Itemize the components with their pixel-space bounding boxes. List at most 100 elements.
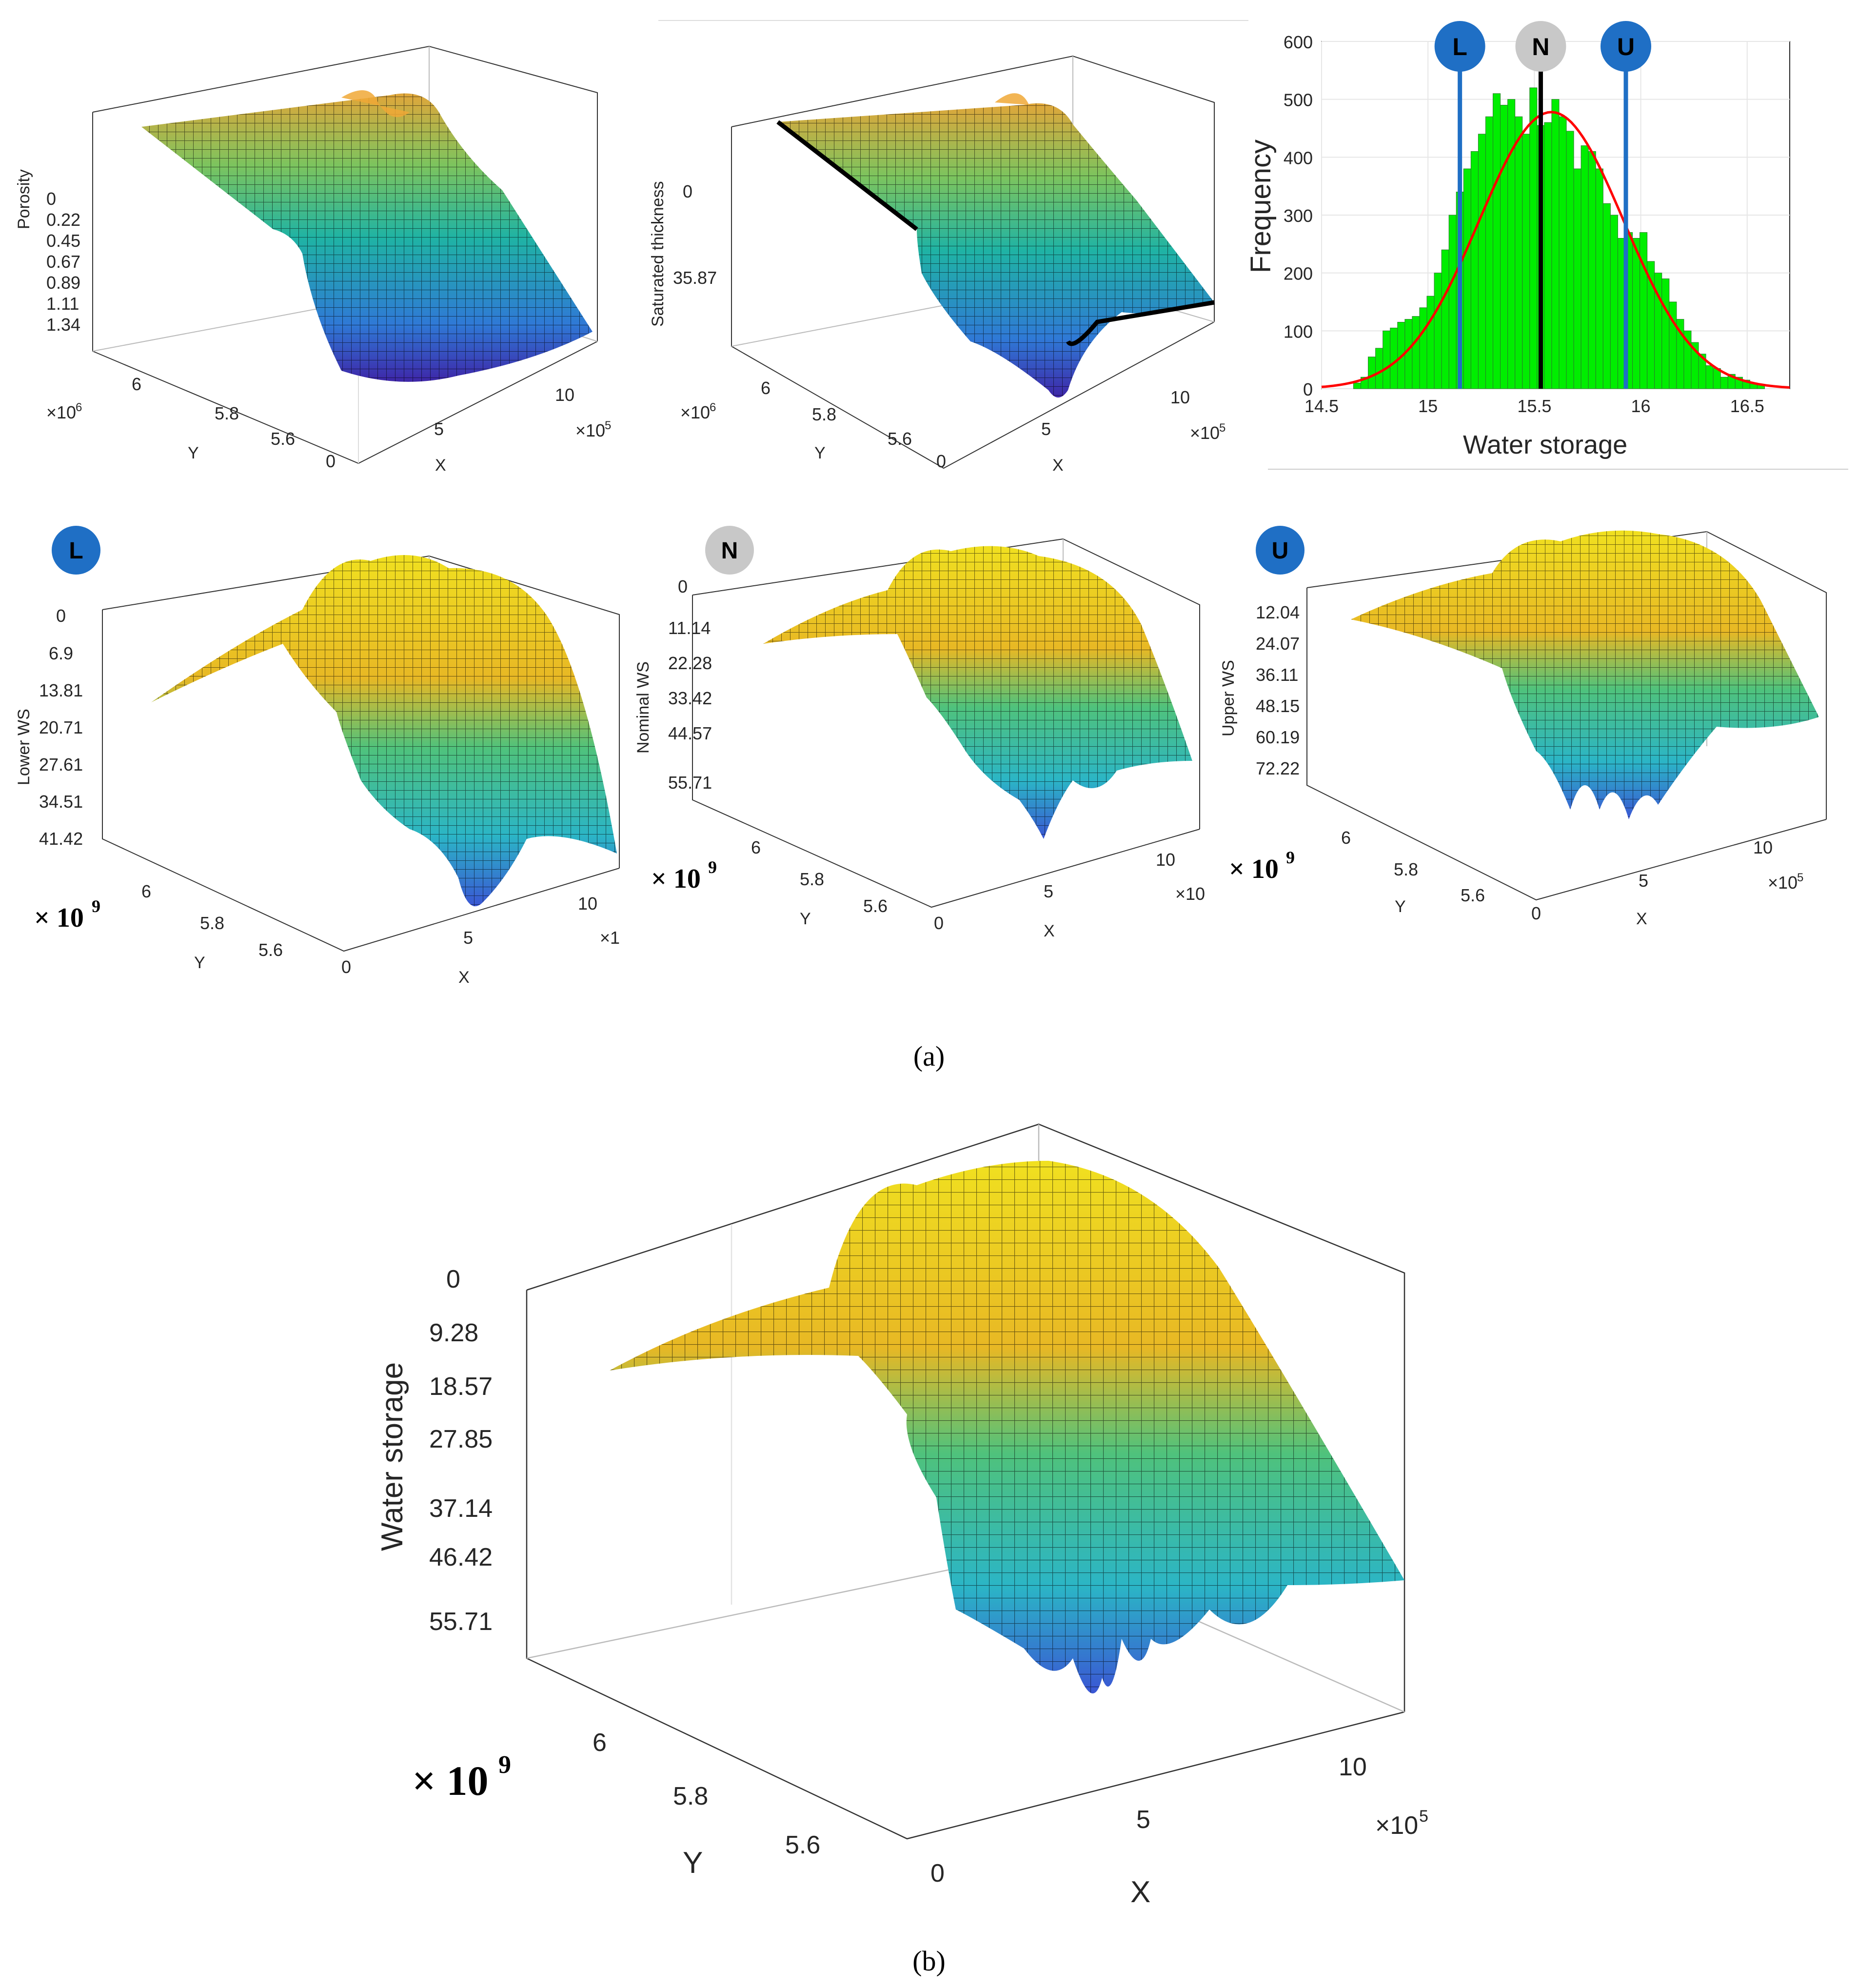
histogram-bar [1390,327,1398,389]
z-tick: 27.85 [429,1425,493,1453]
water-storage-x-ticks: 0 5 10 ×10 5 [930,1753,1428,1888]
y-tick: 5.8 [673,1782,708,1810]
z-tick: 22.28 [668,653,712,673]
upper-ws-scale-label: × 10 [1229,854,1279,884]
y-multiplier-exp: 6 [76,401,82,414]
histogram-bar [1485,116,1493,389]
y-tick: 500 [1284,90,1313,110]
porosity-plot: Porosity 0 0.22 0.45 0.67 0.89 1.11 1.34… [15,45,611,475]
z-tick: 27.61 [39,755,83,775]
y-tick: 600 [1284,32,1313,52]
saturated-thickness-x-ticks: 0 5 10 ×10 5 [936,387,1225,471]
histogram-bar [1522,134,1530,389]
upper-ws-scale-exp: 9 [1286,848,1295,867]
z-tick: 41.42 [39,829,83,849]
water-storage-z-ticks: 0 9.28 18.57 27.85 37.14 46.42 55.71 [429,1265,493,1636]
lower-ws-y-ticks: 5.6 5.8 6 [141,881,283,960]
histogram-bar [1595,168,1603,389]
y-tick: 6 [132,374,141,394]
caption-a: (a) [913,1040,945,1072]
x-multiplier-exp: 5 [605,419,611,432]
marker-badge-L-text: L [69,538,83,564]
histogram-bar [1404,319,1413,389]
z-tick: 0.45 [46,231,80,251]
z-tick: 0 [683,181,692,201]
x-multiplier-exp: 5 [1419,1807,1428,1826]
histogram-bar [1610,215,1618,389]
z-tick: 18.57 [429,1372,493,1401]
porosity-y-ticks: 5.6 5.8 6 ×10 6 [46,374,295,449]
x-tick: 5 [1136,1806,1150,1834]
z-tick: 0 [56,606,66,626]
x-multiplier-exp: 5 [1797,871,1803,884]
x-multiplier: ×10 [575,420,605,440]
y-tick: 300 [1284,206,1313,226]
water-storage-y-label: Y [683,1846,703,1880]
x-tick: 10 [555,385,574,405]
histogram-bar [1492,93,1501,389]
water-storage-surface [610,1161,1404,1693]
water-storage-plot: Water storage 0 9.28 18.57 27.85 37.14 4… [376,1123,1428,1909]
saturated-thickness-y-label: Y [814,444,826,462]
histogram-bar [1419,307,1427,389]
histogram-bar [1529,87,1538,389]
histogram-bar [1434,273,1442,389]
histogram-bar [1720,377,1728,389]
z-tick: 55.71 [429,1608,493,1636]
z-tick: 24.07 [1256,634,1300,654]
marker-badge-U [1256,526,1305,575]
z-tick: 12.04 [1256,602,1300,622]
y-tick: 5.8 [200,913,224,933]
y-tick: 400 [1284,148,1313,168]
water-storage-z-label: Water storage [376,1362,409,1551]
y-tick: 5.8 [812,404,836,424]
histogram-bar [1515,116,1523,389]
z-tick: 0 [446,1265,460,1293]
histogram-bar [1581,145,1589,389]
z-tick: 35.87 [673,268,717,288]
z-tick: 0.22 [46,210,80,230]
x-tick: 5 [1041,419,1051,439]
upper-ws-y-ticks: 5.6 5.8 6 [1341,828,1485,905]
x-tick: 10 [1753,837,1773,857]
y-multiplier-exp: 6 [710,401,716,414]
y-tick: 5.6 [271,429,295,449]
histogram-bar [1632,238,1641,389]
histogram-x-label: Water storage [1463,430,1627,459]
porosity-z-label: Porosity [15,169,33,229]
z-tick: 72.22 [1256,758,1300,778]
y-tick: 6 [1341,828,1351,848]
x-tick: 0 [326,451,336,471]
porosity-z-ticks: 0 0.22 0.45 0.67 0.89 1.11 1.34 [46,189,80,335]
lower-ws-x-ticks: 0 5 10 ×1 [341,894,620,977]
x-multiplier-exp: 5 [1219,421,1225,435]
z-tick: 6.9 [49,643,73,663]
nominal-ws-scale-label: × 10 [651,864,701,894]
nominal-ws-plot: N Nominal WS 0 11.14 22.28 33.42 44.57 5… [634,526,1205,940]
histogram-normal-fit-curve [1321,111,1790,389]
histogram-bar [1566,131,1574,389]
y-multiplier: ×10 [46,402,76,422]
water-storage-x-label: X [1130,1875,1150,1909]
z-tick: 1.34 [46,315,80,335]
marker-badge-L [52,526,100,575]
histogram-bar [1426,296,1435,389]
saturated-thickness-y-ticks: 5.6 5.8 6 ×10 6 [680,378,912,449]
lower-ws-z-label: Lower WS [15,709,33,785]
upper-ws-y-label: Y [1395,897,1406,916]
x-tick: 14.5 [1305,396,1339,416]
z-tick: 37.14 [429,1494,493,1523]
histogram-bar [1383,330,1391,389]
nominal-ws-y-ticks: 5.6 5.8 6 [751,837,888,916]
z-tick: 9.28 [429,1319,478,1347]
x-tick: 0 [1531,903,1541,923]
nominal-ws-scale-exp: 9 [708,857,717,877]
histogram-bar [1353,382,1362,389]
histogram-bar [1507,99,1516,389]
z-tick: 13.81 [39,680,83,700]
nominal-ws-y-label: Y [800,910,811,928]
nominal-ws-x-ticks: 0 5 10 ×10 [934,850,1205,933]
water-storage-scale-exp: 9 [498,1751,511,1779]
